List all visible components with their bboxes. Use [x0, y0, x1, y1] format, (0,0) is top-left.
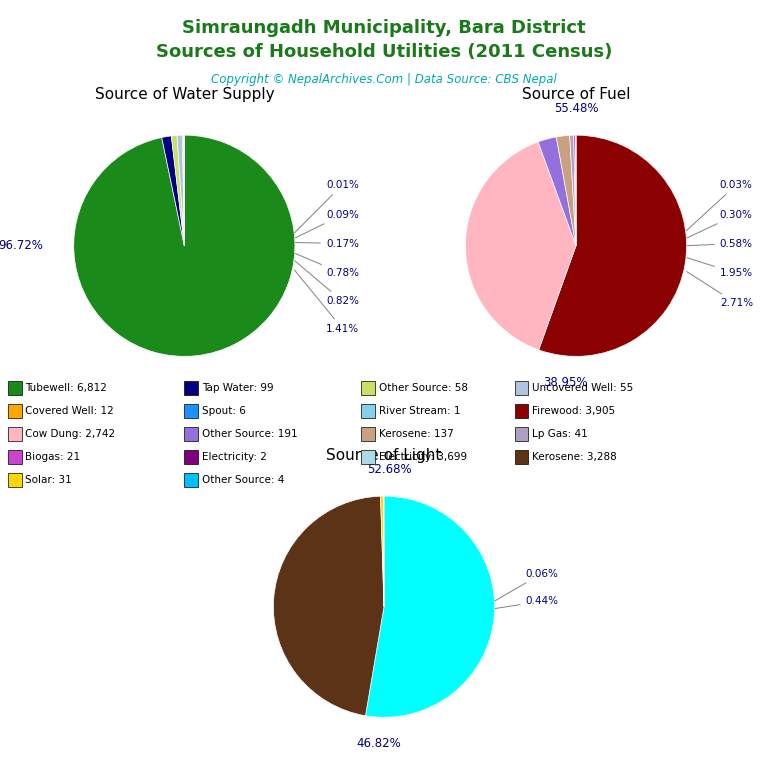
Text: 0.78%: 0.78%: [295, 253, 359, 279]
Text: 96.72%: 96.72%: [0, 240, 43, 252]
Text: Other Source: 4: Other Source: 4: [202, 475, 284, 485]
Text: 0.09%: 0.09%: [295, 210, 359, 238]
Text: 0.03%: 0.03%: [687, 180, 753, 230]
Text: 1.95%: 1.95%: [687, 257, 753, 279]
Wedge shape: [574, 135, 576, 246]
Wedge shape: [380, 496, 384, 607]
Text: Spout: 6: Spout: 6: [202, 406, 246, 416]
Text: 0.44%: 0.44%: [495, 596, 558, 608]
Text: River Stream: 1: River Stream: 1: [379, 406, 460, 416]
Text: 0.17%: 0.17%: [296, 239, 359, 249]
Text: Tubewell: 6,812: Tubewell: 6,812: [25, 382, 108, 393]
Wedge shape: [74, 135, 295, 356]
Wedge shape: [556, 135, 576, 246]
Text: Copyright © NepalArchives.Com | Data Source: CBS Nepal: Copyright © NepalArchives.Com | Data Sou…: [211, 73, 557, 86]
Text: Simraungadh Municipality, Bara District
Sources of Household Utilities (2011 Cen: Simraungadh Municipality, Bara District …: [156, 19, 612, 61]
Text: Firewood: 3,905: Firewood: 3,905: [532, 406, 615, 416]
Title: Source of Water Supply: Source of Water Supply: [94, 88, 274, 102]
Text: 0.58%: 0.58%: [687, 239, 753, 249]
Text: Other Source: 58: Other Source: 58: [379, 382, 468, 393]
Text: 0.01%: 0.01%: [295, 180, 359, 233]
Title: Source of Fuel: Source of Fuel: [521, 88, 631, 102]
Wedge shape: [273, 496, 384, 716]
Text: 46.82%: 46.82%: [356, 737, 401, 750]
Wedge shape: [465, 142, 576, 350]
Wedge shape: [177, 135, 184, 246]
Title: Source of Light: Source of Light: [326, 449, 442, 463]
Text: Electricity: 2: Electricity: 2: [202, 452, 266, 462]
Text: Electricity: 3,699: Electricity: 3,699: [379, 452, 467, 462]
Text: Cow Dung: 2,742: Cow Dung: 2,742: [25, 429, 115, 439]
Text: 1.41%: 1.41%: [294, 270, 359, 334]
Text: Other Source: 191: Other Source: 191: [202, 429, 298, 439]
Text: Kerosene: 137: Kerosene: 137: [379, 429, 453, 439]
Wedge shape: [366, 496, 495, 717]
Text: 38.95%: 38.95%: [543, 376, 588, 389]
Text: Uncovered Well: 55: Uncovered Well: 55: [532, 382, 634, 393]
Wedge shape: [183, 135, 184, 246]
Wedge shape: [538, 135, 687, 356]
Text: 0.82%: 0.82%: [295, 261, 359, 306]
Text: 0.30%: 0.30%: [687, 210, 753, 238]
Text: 55.48%: 55.48%: [554, 102, 598, 115]
Wedge shape: [570, 135, 576, 246]
Text: Kerosene: 3,288: Kerosene: 3,288: [532, 452, 617, 462]
Text: 52.68%: 52.68%: [367, 463, 412, 476]
Wedge shape: [538, 137, 576, 246]
Text: 2.71%: 2.71%: [687, 272, 753, 308]
Wedge shape: [162, 136, 184, 246]
Wedge shape: [171, 135, 184, 246]
Text: Biogas: 21: Biogas: 21: [25, 452, 81, 462]
Text: Covered Well: 12: Covered Well: 12: [25, 406, 114, 416]
Text: 0.06%: 0.06%: [495, 568, 558, 601]
Text: Tap Water: 99: Tap Water: 99: [202, 382, 273, 393]
Text: Lp Gas: 41: Lp Gas: 41: [532, 429, 588, 439]
Text: Solar: 31: Solar: 31: [25, 475, 72, 485]
